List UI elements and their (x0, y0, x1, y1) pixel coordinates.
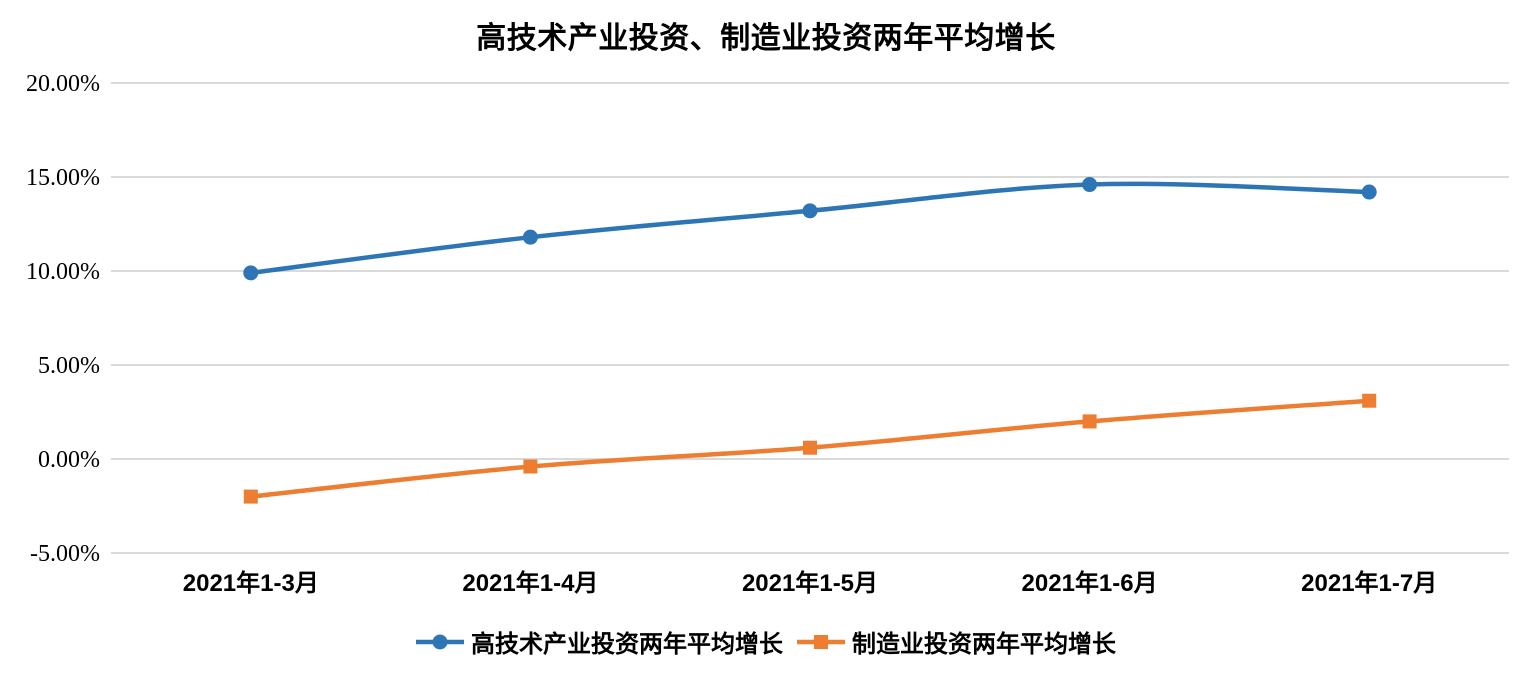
data-point-marker-square (243, 489, 258, 504)
chart-legend: 高技术产业投资两年平均增长 制造业投资两年平均增长 (0, 624, 1532, 659)
data-point-marker-square (1362, 393, 1377, 408)
x-axis-category-label: 2021年1-4月 (462, 569, 598, 597)
legend-line-square-icon (797, 633, 845, 651)
data-point-marker-circle (243, 265, 259, 281)
data-point-marker-square (523, 459, 538, 474)
y-axis-tick-label: -5.00% (30, 541, 100, 567)
y-axis-tick-label: 5.00% (38, 353, 100, 379)
legend-item-0: 高技术产业投资两年平均增长 (416, 624, 783, 659)
series-line-0 (248, 181, 1372, 276)
chart-title: 高技术产业投资、制造业投资两年平均增长 (476, 22, 1056, 55)
data-point-marker-circle (802, 203, 818, 219)
x-axis-category-label: 2021年1-6月 (1022, 569, 1158, 597)
legend-item-1: 制造业投资两年平均增长 (797, 624, 1116, 659)
data-point-marker-square (1082, 414, 1097, 429)
data-point-marker-circle (1082, 177, 1098, 193)
data-point-marker-circle (522, 229, 538, 245)
legend-label-1: 制造业投资两年平均增长 (852, 631, 1116, 658)
y-axis-tick-label: 10.00% (26, 259, 100, 285)
data-point-marker-circle (1361, 184, 1377, 200)
y-axis-tick-label: 0.00% (38, 447, 100, 473)
x-axis-category-label: 2021年1-7月 (1301, 569, 1437, 597)
y-axis-tick-label: 15.00% (26, 165, 100, 191)
legend-line-circle-icon (416, 633, 464, 651)
x-axis-category-label: 2021年1-3月 (183, 569, 319, 597)
legend-label-0: 高技术产业投资两年平均增长 (471, 631, 783, 658)
data-point-marker-square (803, 440, 817, 455)
x-axis-category-label: 2021年1-5月 (742, 569, 878, 597)
y-axis-tick-label: 20.00% (26, 71, 100, 97)
